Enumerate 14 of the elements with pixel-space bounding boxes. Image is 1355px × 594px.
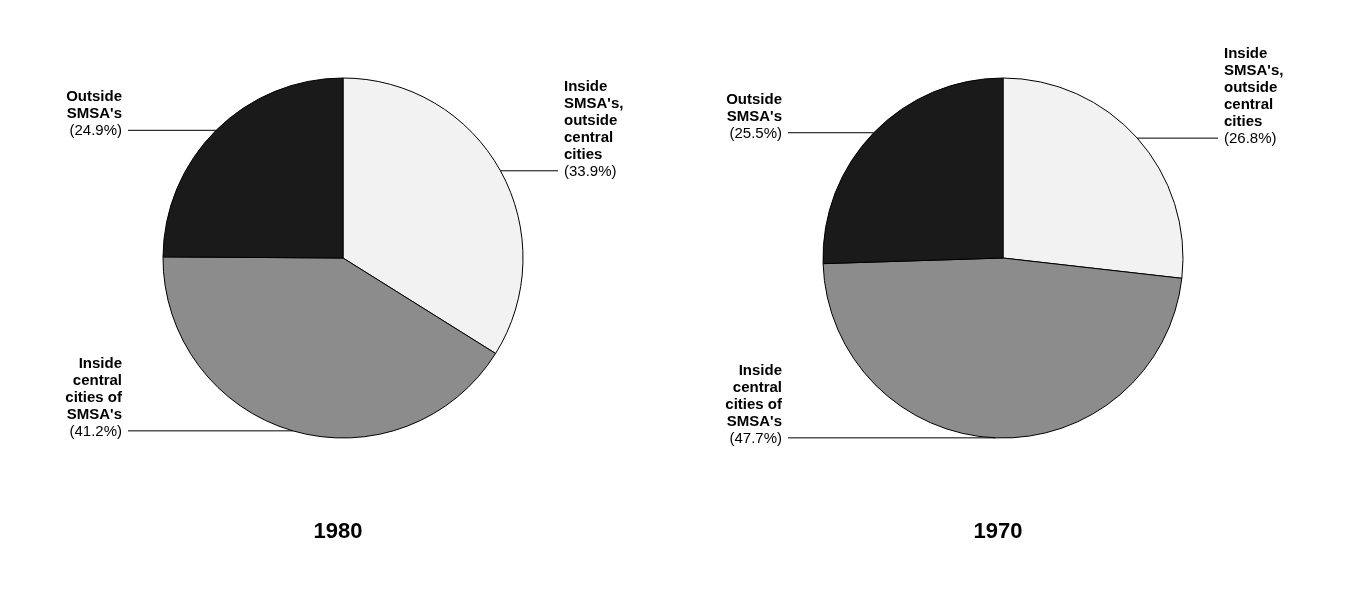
- text: 1970: [972, 518, 1024, 544]
- data-label: (41.2%): [69, 421, 122, 439]
- data-label: (24.9%): [69, 121, 122, 139]
- slice-label: Outside SMSA's: [726, 89, 782, 124]
- text: 1980: [312, 518, 364, 544]
- slice-label: Inside central cities of SMSA's: [65, 353, 123, 422]
- data-label: (47.7%): [729, 428, 782, 446]
- slice-label: Inside central cities of SMSA's: [725, 360, 783, 429]
- data-label: (33.9%): [564, 161, 617, 179]
- slice-label: Inside SMSA's, outside central cities: [564, 76, 624, 162]
- slice-label: Outside SMSA's: [66, 87, 122, 122]
- data-label: (26.8%): [1224, 129, 1277, 147]
- slice-label: Inside SMSA's, outside central cities: [1224, 44, 1284, 130]
- data-label: (25.5%): [729, 123, 782, 141]
